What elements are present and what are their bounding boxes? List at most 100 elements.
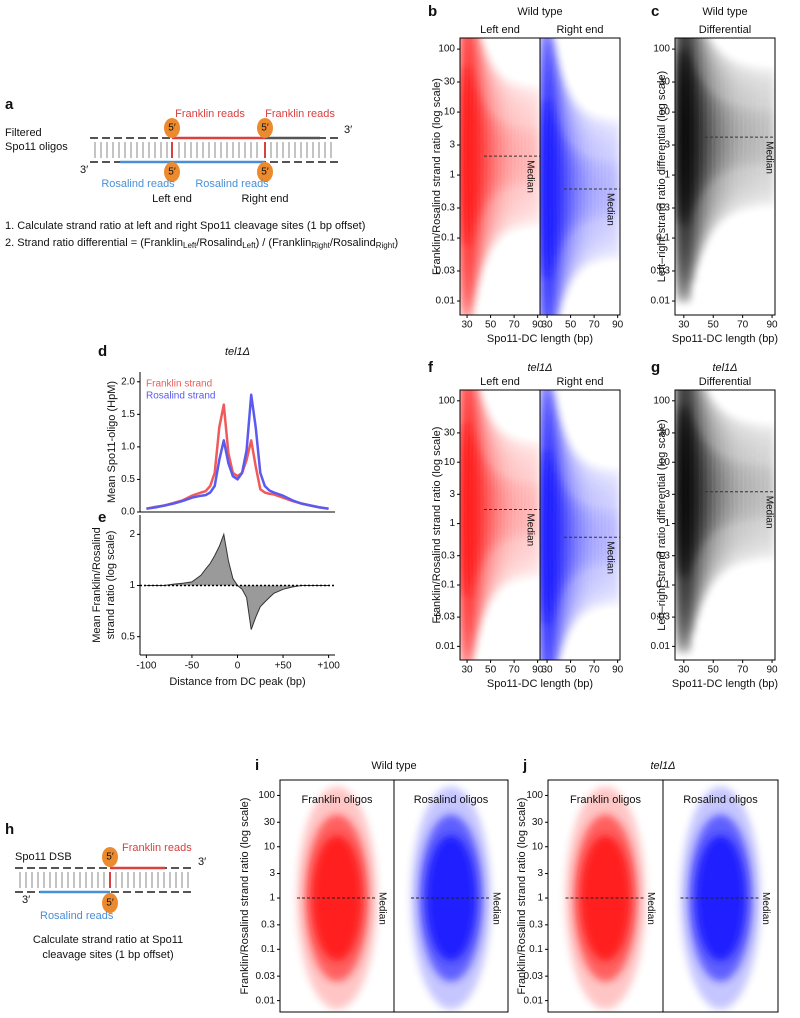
y-tick-label: 10 — [264, 841, 276, 852]
y-tick-label: 1 — [664, 170, 670, 181]
y-tick-label: 0.3 — [261, 919, 275, 930]
formula-part: ) / (Franklin — [256, 237, 312, 249]
oval — [102, 893, 118, 913]
step: 2. Strand ratio differential = (Franklin… — [5, 237, 398, 250]
y-tick-label: 2.0 — [121, 376, 135, 387]
panel-title: Wild type — [371, 760, 416, 772]
oval — [164, 162, 180, 182]
y-tick-label: 0.03 — [436, 266, 456, 277]
y-tick-label: 0.5 — [121, 474, 135, 485]
x-tick-label: 90 — [532, 320, 544, 331]
panel-letter: h — [5, 821, 14, 838]
y-tick-label: 0.03 — [436, 612, 456, 623]
y-tick-label: 0.0 — [121, 507, 135, 518]
subscript: Right — [311, 241, 330, 250]
oval — [164, 118, 180, 138]
density-core — [534, 127, 540, 185]
y-tick-label: 3 — [269, 868, 275, 879]
three-prime: 3′ — [22, 894, 30, 906]
facet-label: Differential — [699, 24, 751, 36]
y-tick-label: 100 — [526, 790, 543, 801]
facet-label: Rosalind oligos — [683, 794, 758, 806]
y-tick-label: 3 — [664, 489, 670, 500]
y-axis-label: strand ratio (log scale) — [105, 531, 117, 640]
median-label: Median — [490, 892, 501, 925]
x-tick-label: 90 — [612, 320, 624, 331]
y-axis-label: Franklin/Rosalind strand ratio (log scal… — [516, 798, 528, 995]
y-tick-label: 100 — [258, 790, 275, 801]
three-prime: 3′ — [344, 124, 352, 136]
x-tick-label: 70 — [589, 320, 601, 331]
panel-letter: c — [651, 3, 659, 20]
y-tick-label: 0.1 — [656, 580, 670, 591]
series-line — [146, 403, 329, 510]
y-tick-label: 0.3 — [529, 919, 543, 930]
y-tick-label: 1.5 — [121, 409, 135, 420]
y-axis-label: Franklin/Rosalind strand ratio (log scal… — [239, 798, 251, 995]
y-tick-label: 1 — [449, 518, 455, 529]
y-tick-label: 10 — [659, 107, 671, 118]
diagram-a: a Filtered Spo11 oligos 5′ 5′ 5′ 5′ 3′ 3… — [5, 96, 398, 250]
x-tick-label: +50 — [275, 661, 292, 672]
x-tick-label: 90 — [766, 665, 778, 676]
x-tick-label: 30 — [678, 320, 690, 331]
panel-letter: e — [98, 509, 106, 526]
x-tick-label: 70 — [509, 320, 521, 331]
median-label: Median — [645, 892, 656, 925]
y-tick-label: 0.1 — [261, 944, 275, 955]
y-tick-label: 10 — [659, 457, 671, 468]
y-tick-label: 2 — [129, 529, 135, 540]
five-prime: 5′ — [261, 123, 269, 134]
five-prime: 5′ — [106, 898, 114, 909]
base-pairs — [94, 142, 332, 158]
caption: cleavage sites (1 bp offset) — [42, 949, 173, 961]
five-prime: 5′ — [168, 167, 176, 178]
oval — [257, 162, 273, 182]
facet-label: Differential — [699, 376, 751, 388]
x-tick-label: 50 — [708, 665, 720, 676]
legend-entry: Rosalind strand — [146, 391, 215, 402]
facet-label: Left end — [480, 376, 520, 388]
density-cloud — [675, 38, 775, 304]
x-tick-label: -50 — [185, 661, 200, 672]
area-fill — [146, 534, 329, 630]
y-tick-label: 3 — [664, 140, 670, 151]
formula-part: /Rosalind — [330, 237, 376, 249]
three-prime: 3′ — [80, 164, 88, 176]
y-tick-label: 0.03 — [256, 971, 276, 982]
x-tick-label: 90 — [766, 320, 778, 331]
y-tick-label: 100 — [438, 395, 455, 406]
five-prime: 5′ — [261, 167, 269, 178]
panel-letter: f — [428, 359, 434, 376]
panel-letter: b — [428, 3, 437, 20]
median-label: Median — [604, 193, 615, 226]
end-label: Left end — [152, 193, 192, 205]
x-tick-label: 90 — [532, 665, 544, 676]
franklin-reads: Franklin reads — [122, 842, 192, 854]
y-tick-label: 0.01 — [524, 995, 544, 1006]
density-core — [534, 481, 540, 538]
panel-letter: i — [255, 757, 259, 774]
oval — [257, 118, 273, 138]
formula-part: 2. Strand ratio differential = (Franklin — [5, 237, 183, 249]
facet-label: Franklin oligos — [570, 794, 641, 806]
x-tick-label: 70 — [509, 665, 521, 676]
x-tick-label: 30 — [678, 665, 690, 676]
density-core — [614, 160, 620, 218]
y-axis-label: Mean Spo11-oligo (HpM) — [106, 381, 118, 503]
base-pairs — [19, 872, 189, 888]
panel-title: Wild type — [517, 6, 562, 18]
x-axis-label: Spo11-DC length (bp) — [672, 333, 778, 345]
franklin-reads: Franklin reads — [265, 108, 335, 120]
facet-box — [539, 37, 621, 316]
panel-title: Wild type — [702, 6, 747, 18]
y-tick-label: 1 — [129, 580, 135, 591]
y-tick-label: 100 — [653, 395, 670, 406]
x-tick-label: 90 — [612, 665, 624, 676]
caption: Calculate strand ratio at Spo11 — [33, 934, 183, 946]
area-line — [146, 532, 329, 630]
legend-entry: Franklin strand — [146, 379, 212, 390]
y-tick-label: 0.03 — [651, 612, 671, 623]
